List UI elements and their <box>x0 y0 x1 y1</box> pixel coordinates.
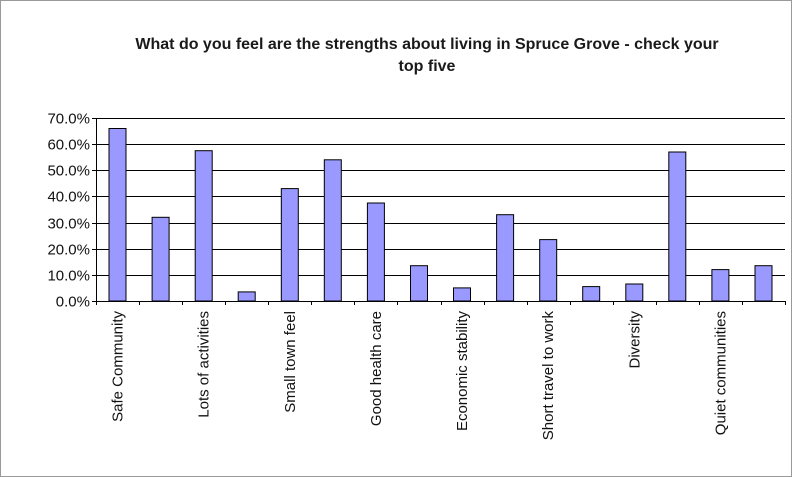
chart-title-line-2: top five <box>399 58 456 75</box>
x-category-label: Good health care <box>368 311 385 426</box>
axes <box>96 118 786 305</box>
y-tick-label: 40.0% <box>47 189 90 206</box>
bar <box>539 239 558 302</box>
bar <box>668 151 687 302</box>
x-category-label: Lots of activities <box>196 311 213 418</box>
bar <box>366 202 385 302</box>
y-tick-label: 60.0% <box>47 137 90 154</box>
bar <box>194 150 213 302</box>
x-category-label: Safe Community <box>110 311 127 422</box>
x-axis-category-labels: Safe Community Lots of activities Small to… <box>110 311 730 441</box>
x-category-label: Short travel to work <box>540 311 557 441</box>
x-category-label: Small town feel <box>282 311 299 413</box>
bar <box>323 159 342 302</box>
bar <box>108 128 127 302</box>
bar <box>754 265 773 302</box>
bar <box>625 283 644 302</box>
y-tick-label: 50.0% <box>47 163 90 180</box>
bar <box>496 214 515 302</box>
chart-title-line-1: What do you feel are the strengths about… <box>135 36 718 53</box>
y-tick-label: 20.0% <box>47 242 90 259</box>
x-category-label: Quiet communities <box>712 311 729 435</box>
chart-title: What do you feel are the strengths about… <box>135 36 718 75</box>
bar <box>582 286 601 302</box>
x-category-label: Diversity <box>626 311 643 369</box>
bar <box>453 287 471 302</box>
y-tick-label: 70.0% <box>47 111 90 128</box>
y-axis-tick-labels: 0.0% 10.0% 20.0% 30.0% 40.0% 50.0% 60.0% 70.0% <box>47 111 90 311</box>
bar <box>280 188 299 302</box>
bars <box>108 128 773 302</box>
y-tick-label: 10.0% <box>47 268 90 285</box>
y-tick-label: 0.0% <box>56 294 90 311</box>
x-category-label: Economic stability <box>454 311 471 432</box>
bar <box>711 269 730 302</box>
bar <box>151 216 170 302</box>
bar <box>410 265 428 302</box>
y-tick-label: 30.0% <box>47 216 90 233</box>
bar <box>237 291 256 302</box>
